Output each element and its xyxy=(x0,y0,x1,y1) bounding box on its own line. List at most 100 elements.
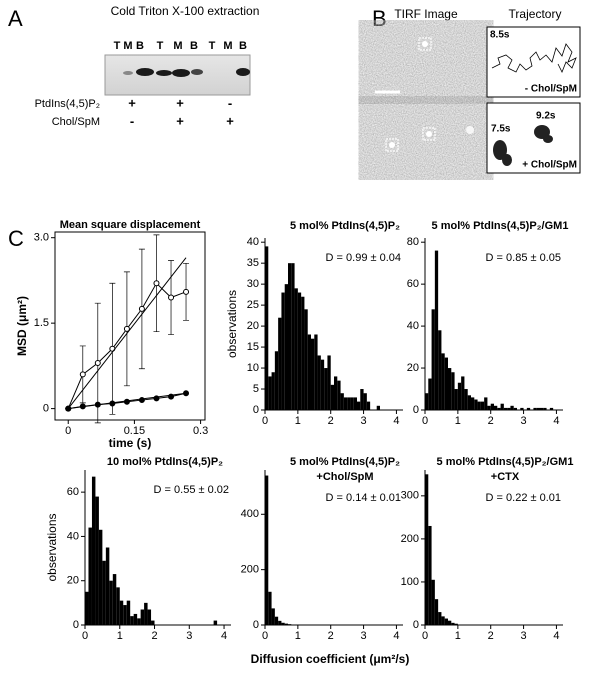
row-label: PtdIns(4,5)P₂ xyxy=(35,98,100,110)
x-tick-label: 1 xyxy=(455,415,461,427)
histogram-bar xyxy=(343,397,348,410)
x-tick-label: 2 xyxy=(488,630,494,642)
histogram-bar xyxy=(281,292,285,410)
y-tick-label: 15 xyxy=(247,341,259,353)
lane-label: T xyxy=(157,40,164,52)
lane-label: T xyxy=(114,40,121,52)
x-tick-label: 0.3 xyxy=(193,425,208,437)
spot-boxes xyxy=(385,37,436,152)
histogram-bar xyxy=(311,338,315,410)
x-axis-label: Diffusion coefficient (μm²/s) xyxy=(251,652,410,666)
x-tick-label: 4 xyxy=(553,415,559,427)
histogram-bar xyxy=(85,591,89,625)
data-point xyxy=(168,294,175,301)
x-tick-label: 0 xyxy=(65,425,71,437)
y-tick-label: 20 xyxy=(247,320,259,332)
histogram-bar xyxy=(451,372,455,410)
histogram-bar xyxy=(434,599,439,625)
x-tick-label: 1 xyxy=(455,630,461,642)
histogram-bar xyxy=(360,389,364,410)
histogram-bar xyxy=(268,376,272,410)
histogram-bar xyxy=(434,250,439,410)
histogram-bar xyxy=(265,475,269,625)
chart-title: 5 mol% PtdIns(4,5)P₂ xyxy=(290,220,400,232)
histogram-bar xyxy=(500,403,504,410)
histogram-bar xyxy=(95,496,99,625)
histogram-bar xyxy=(119,600,124,625)
histogram-bar xyxy=(144,602,148,625)
y-tick-label: 200 xyxy=(401,533,419,545)
histogram-bar xyxy=(213,620,218,625)
histogram-bar xyxy=(464,389,468,410)
histogram-bar xyxy=(288,263,292,410)
tirf-image xyxy=(370,103,482,173)
histogram-bar xyxy=(340,393,344,410)
histogram-bar xyxy=(278,620,282,625)
histogram-bar xyxy=(116,587,120,625)
histogram-bar xyxy=(271,372,275,410)
histogram-bar xyxy=(112,574,117,625)
histogram-bar xyxy=(284,623,288,625)
time-label: 9.2s xyxy=(536,111,556,122)
histogram-bar xyxy=(444,357,448,410)
histogram-bar xyxy=(327,355,331,410)
data-line xyxy=(68,392,187,410)
histogram-bar xyxy=(98,529,103,625)
y-axis-label: observations xyxy=(45,513,59,581)
histogram-bar xyxy=(363,393,367,410)
plot-frame xyxy=(54,231,206,421)
chart-title: 5 mol% PtdIns(4,5)P₂/GM1 xyxy=(432,220,569,232)
y-tick-label: 60 xyxy=(407,278,419,290)
x-tick-label: 4 xyxy=(221,630,227,642)
histogram-bar xyxy=(133,613,138,625)
y-tick-label: 40 xyxy=(247,236,259,248)
spots xyxy=(389,41,474,148)
histogram-bar xyxy=(474,399,478,410)
x-tick-label: 2 xyxy=(328,630,334,642)
x-tick-label: 2 xyxy=(151,630,157,642)
histogram-bar xyxy=(274,351,279,410)
y-tick-label: 1.5 xyxy=(34,317,49,329)
time-label: 7.5s xyxy=(491,124,511,135)
histogram-bar xyxy=(265,246,269,410)
histogram-bar xyxy=(480,401,485,410)
trajectory-box xyxy=(486,26,581,98)
histogram-bar xyxy=(503,407,508,410)
x-tick-label: 4 xyxy=(393,630,399,642)
y-tick-label: 60 xyxy=(67,486,79,498)
data-line xyxy=(67,257,187,409)
histogram-bar xyxy=(357,401,361,410)
x-tick-label: 0 xyxy=(422,630,428,642)
chart-title: +CTX xyxy=(491,471,520,483)
histogram-bar xyxy=(438,612,442,625)
y-tick-label: 30 xyxy=(247,278,259,290)
histogram-bar xyxy=(494,405,498,410)
x-tick-label: 2 xyxy=(488,415,494,427)
histogram-bar xyxy=(314,334,318,410)
histogram-bar xyxy=(88,527,92,625)
x-tick-label: 0 xyxy=(262,630,268,642)
histogram-bar xyxy=(105,547,110,625)
histogram-bar xyxy=(278,317,282,410)
lane-label: B xyxy=(190,40,198,52)
y-tick-label: 20 xyxy=(407,362,419,374)
annotation: D = 0.55 ± 0.02 xyxy=(154,484,229,496)
histogram-bar xyxy=(126,600,131,625)
y-tick-label: 0 xyxy=(253,404,259,416)
histogram-bar xyxy=(91,476,96,625)
histogram-bar xyxy=(330,384,334,410)
x-tick-label: 4 xyxy=(553,630,559,642)
histogram-bar xyxy=(484,397,488,410)
data-point xyxy=(153,280,160,287)
histogram-bar xyxy=(147,609,152,625)
x-tick-label: 0 xyxy=(262,415,268,427)
histogram-bar xyxy=(448,368,452,410)
y-tick-label: 10 xyxy=(247,362,259,374)
data-point xyxy=(123,398,130,405)
data-point xyxy=(183,288,190,295)
panel-label: A xyxy=(8,6,23,31)
x-tick-label: 1 xyxy=(295,415,301,427)
x-tick-label: 3 xyxy=(361,630,367,642)
histogram-bar xyxy=(307,334,311,410)
